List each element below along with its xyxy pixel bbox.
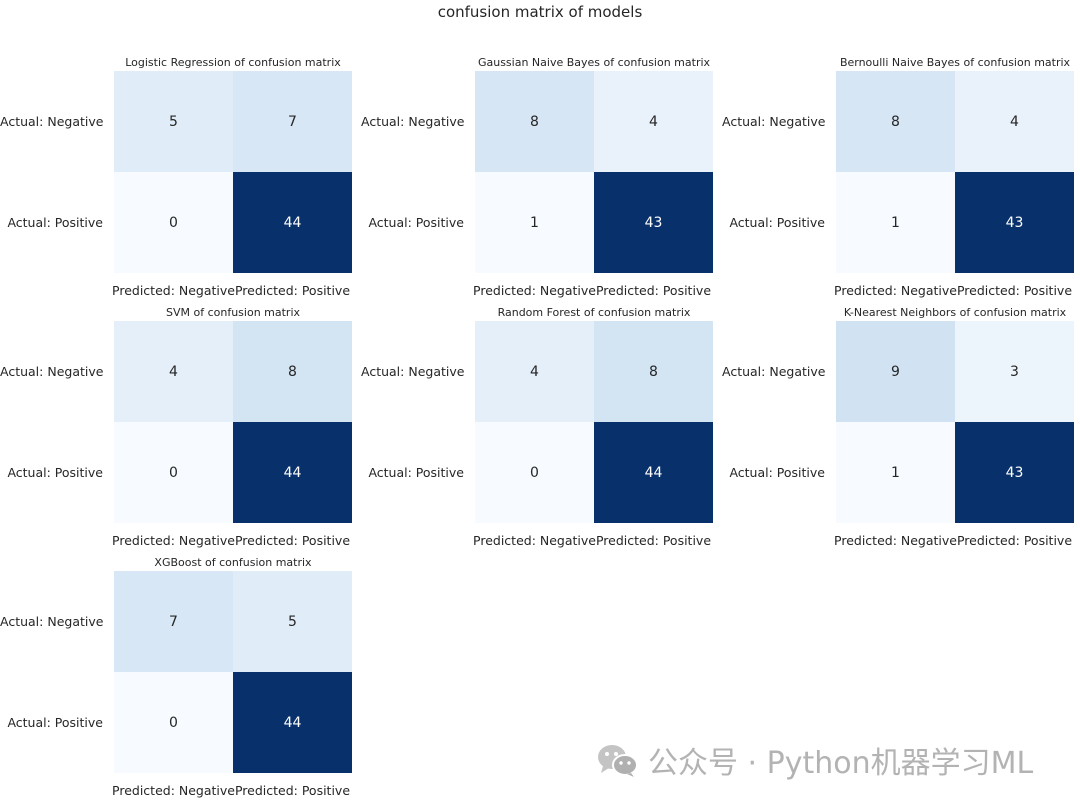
row-tick-label: Actual: Positive: [729, 214, 825, 230]
heatmap-cell: 8: [836, 71, 955, 172]
figure-title: confusion matrix of models: [437, 3, 643, 21]
column-tick-label: Predicted: Negative: [112, 283, 235, 298]
column-tick-label: Predicted: Negative: [473, 283, 596, 298]
heatmap-cell: 0: [114, 672, 233, 773]
column-tick-label: Predicted: Positive: [956, 533, 1073, 548]
column-tick-label: Predicted: Positive: [595, 533, 712, 548]
row-tick-label: Actual: Positive: [368, 214, 464, 230]
panel-title: Bernoulli Naive Bayes of confusion matri…: [839, 56, 1071, 69]
heatmap-cell: 8: [594, 321, 713, 422]
panel-title: Logistic Regression of confusion matrix: [125, 56, 341, 69]
column-tick-label: Predicted: Negative: [112, 533, 235, 548]
heatmap-cell: 43: [955, 422, 1074, 523]
column-tick-label: Predicted: Negative: [112, 783, 235, 798]
panel-title: Gaussian Naive Bayes of confusion matrix: [477, 56, 711, 69]
column-tick-label: Predicted: Negative: [834, 533, 957, 548]
watermark: 公众号 · Python机器学习ML: [596, 740, 1034, 781]
heatmap-cell: 8: [233, 321, 352, 422]
row-tick-label: Actual: Negative: [0, 613, 104, 629]
heatmap-cell: 4: [594, 71, 713, 172]
heatmap-cell: 1: [475, 172, 594, 273]
heatmap-cell: 43: [955, 172, 1074, 273]
heatmap-cell: 44: [233, 672, 352, 773]
heatmap-cell: 0: [114, 172, 233, 273]
panel-title: SVM of confusion matrix: [165, 306, 301, 319]
row-tick-label: Actual: Positive: [7, 714, 103, 730]
panel-title: XGBoost of confusion matrix: [154, 556, 312, 569]
column-tick-label: Predicted: Negative: [834, 283, 957, 298]
panel-title: Random Forest of confusion matrix: [497, 306, 691, 319]
heatmap-cell: 44: [594, 422, 713, 523]
heatmap-cell: 5: [114, 71, 233, 172]
column-tick-label: Predicted: Positive: [234, 533, 351, 548]
row-tick-label: Actual: Positive: [729, 464, 825, 480]
heatmap-cell: 9: [836, 321, 955, 422]
column-tick-label: Predicted: Positive: [956, 283, 1073, 298]
heatmap-cell: 1: [836, 422, 955, 523]
heatmap-cell: 0: [475, 422, 594, 523]
wechat-icon: [596, 742, 638, 778]
row-tick-label: Actual: Negative: [361, 113, 465, 129]
row-tick-label: Actual: Negative: [722, 113, 826, 129]
row-tick-label: Actual: Positive: [7, 214, 103, 230]
column-tick-label: Predicted: Positive: [234, 283, 351, 298]
row-tick-label: Actual: Positive: [368, 464, 464, 480]
column-tick-label: Predicted: Positive: [234, 783, 351, 798]
heatmap-cell: 7: [233, 71, 352, 172]
row-tick-label: Actual: Negative: [361, 363, 465, 379]
heatmap-cell: 44: [233, 422, 352, 523]
heatmap-cell: 1: [836, 172, 955, 273]
row-tick-label: Actual: Negative: [722, 363, 826, 379]
heatmap-cell: 4: [955, 71, 1074, 172]
heatmap-cell: 4: [114, 321, 233, 422]
row-tick-label: Actual: Negative: [0, 363, 104, 379]
heatmap-cell: 44: [233, 172, 352, 273]
row-tick-label: Actual: Positive: [7, 464, 103, 480]
watermark-text: 公众号 · Python机器学习ML: [648, 746, 1034, 781]
heatmap-cell: 4: [475, 321, 594, 422]
heatmap-cell: 8: [475, 71, 594, 172]
heatmap-cell: 0: [114, 422, 233, 523]
panel-title: K-Nearest Neighbors of confusion matrix: [843, 306, 1067, 319]
heatmap-cell: 3: [955, 321, 1074, 422]
column-tick-label: Predicted: Negative: [473, 533, 596, 548]
column-tick-label: Predicted: Positive: [595, 283, 712, 298]
heatmap-cell: 5: [233, 571, 352, 672]
row-tick-label: Actual: Negative: [0, 113, 104, 129]
heatmap-cell: 43: [594, 172, 713, 273]
heatmap-cell: 7: [114, 571, 233, 672]
